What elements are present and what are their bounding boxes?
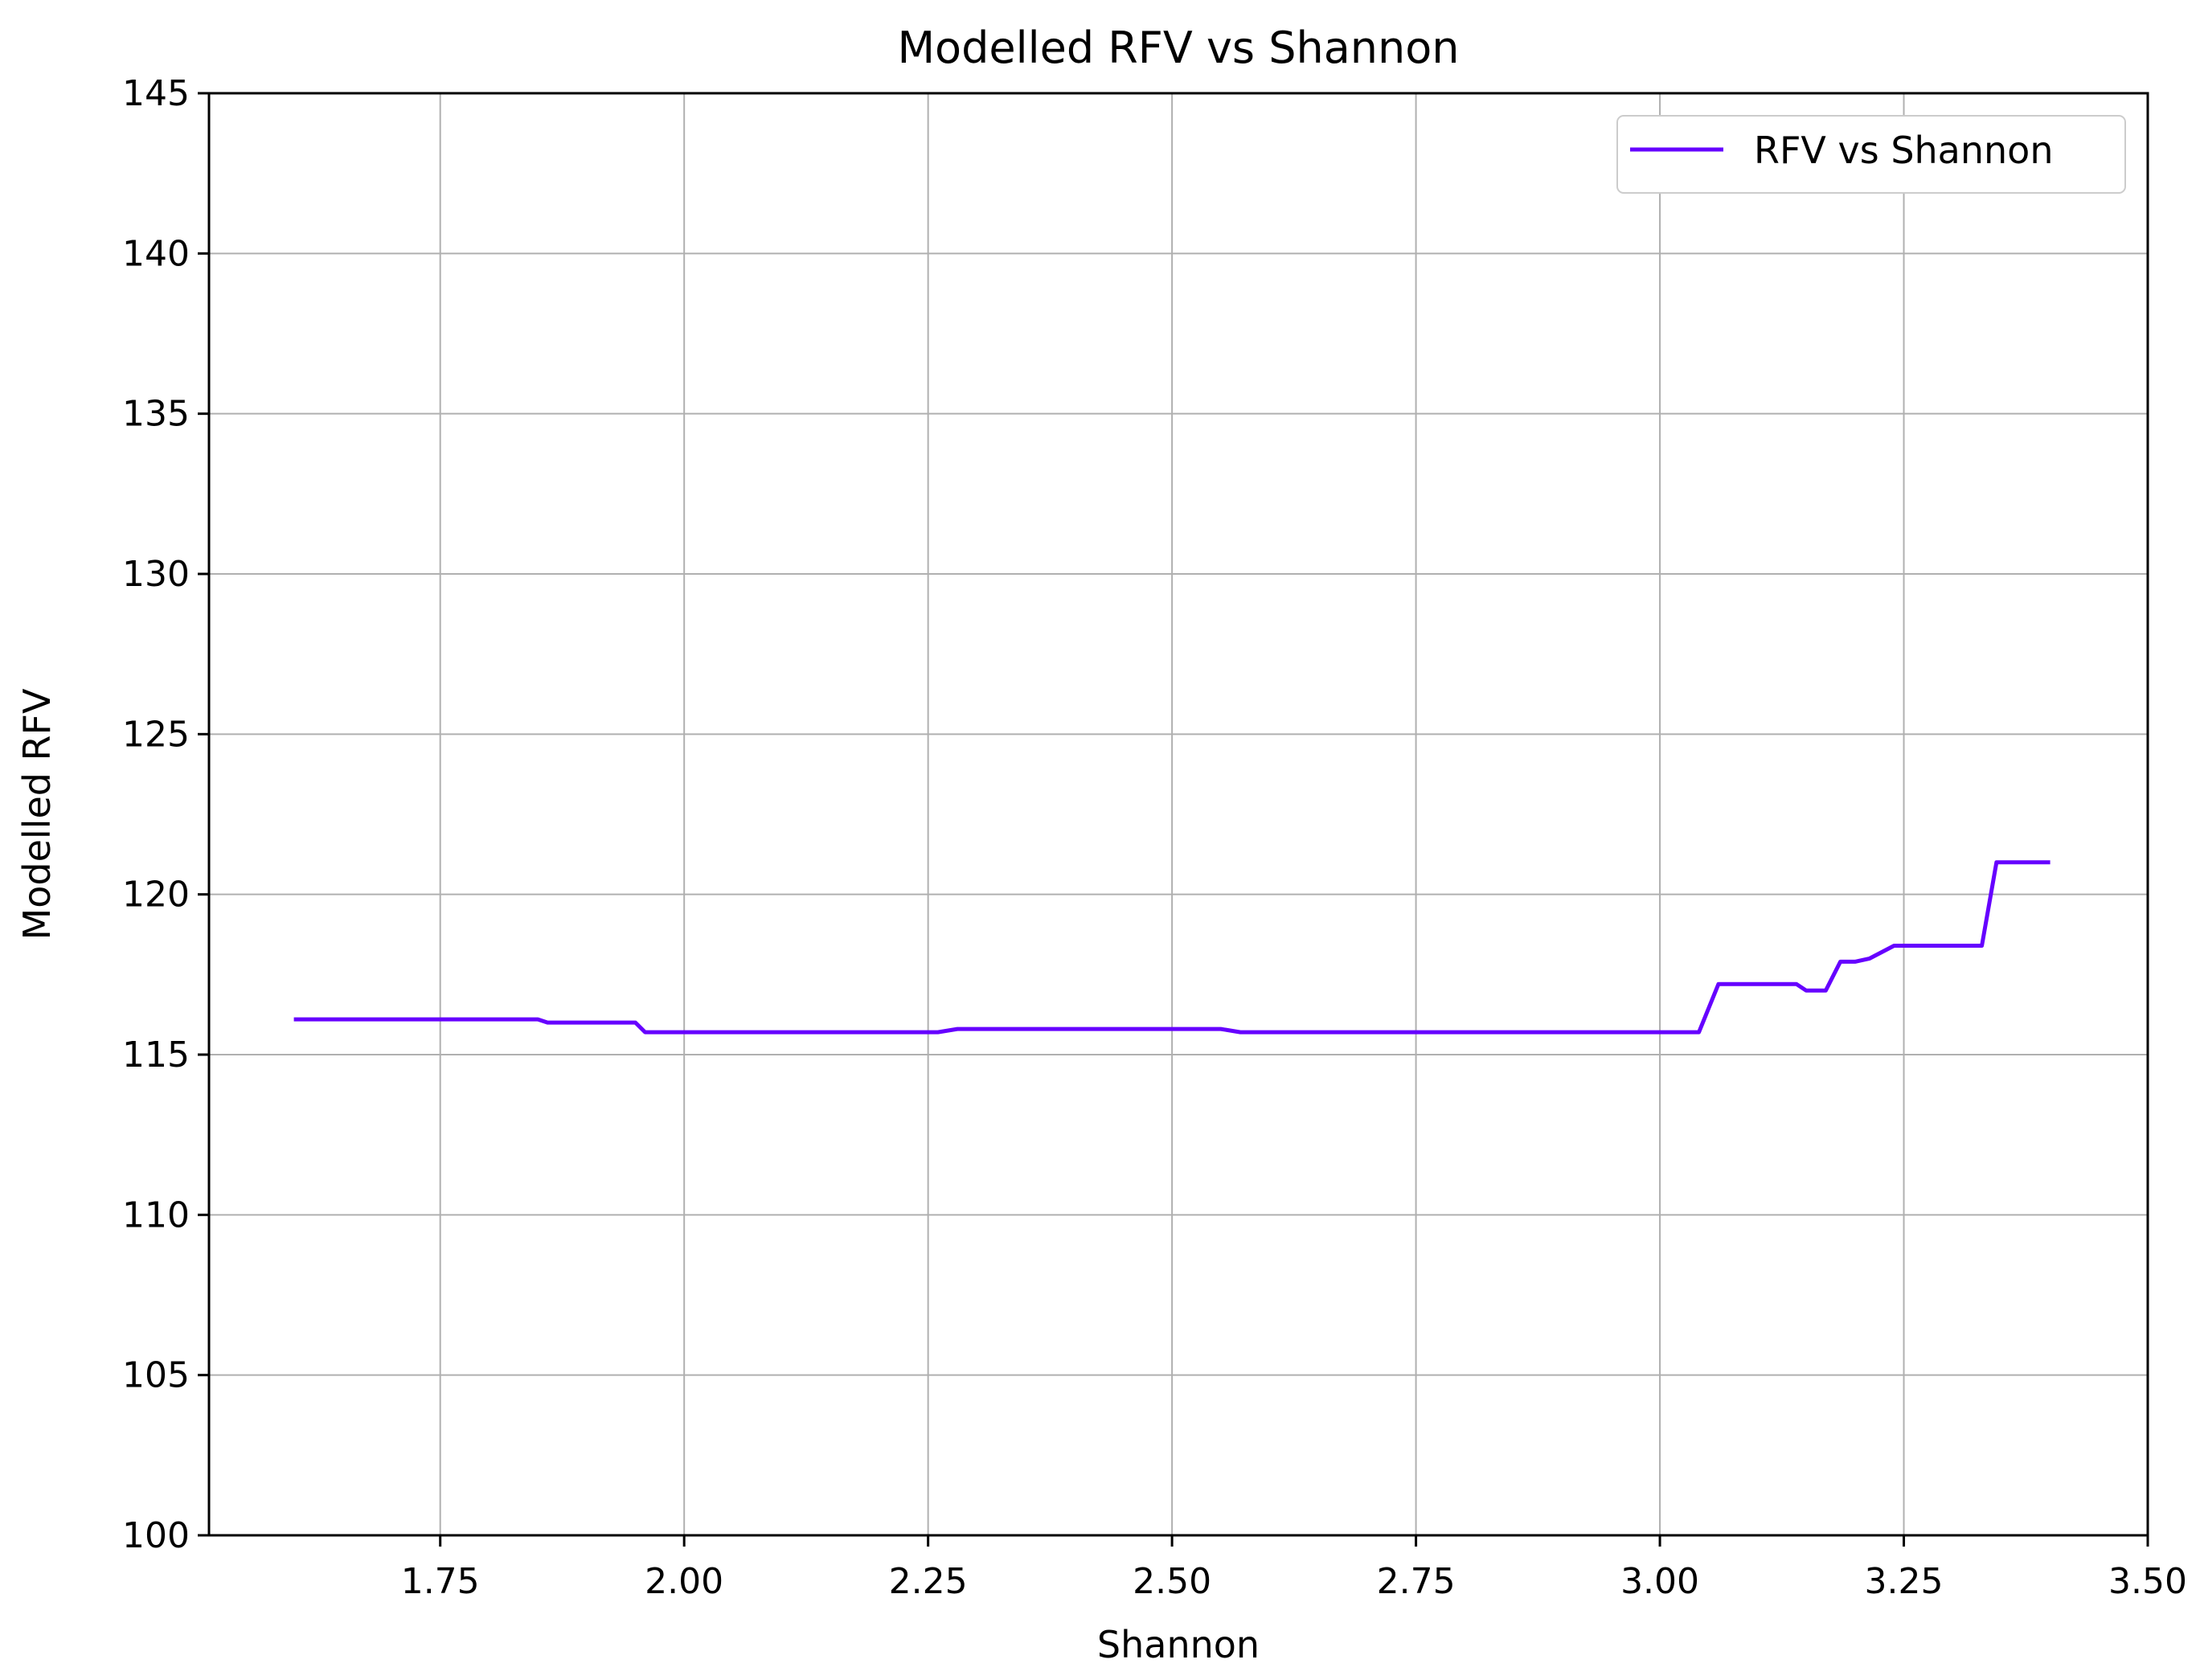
y-tick-label: 100	[122, 1515, 190, 1556]
y-axis-label: Modelled RFV	[15, 688, 59, 940]
x-tick-label: 2.00	[645, 1561, 723, 1602]
x-axis-ticks: 1.75 2.00 2.25 2.50 2.75 3.00 3.25 3.50	[401, 1535, 2187, 1602]
y-axis-ticks: 100 105 110 115 120 125 130 135 140 145	[122, 73, 209, 1556]
y-tick-label: 135	[122, 394, 190, 435]
x-tick-label: 3.25	[1865, 1561, 1944, 1602]
x-tick-label: 2.25	[889, 1561, 968, 1602]
y-tick-label: 140	[122, 233, 190, 274]
x-axis-label: Shannon	[1097, 1623, 1260, 1666]
legend-box	[1616, 115, 2126, 194]
chart-title: Modelled RFV vs Shannon	[897, 23, 1459, 73]
y-tick-label: 130	[122, 554, 190, 595]
series-layer	[293, 860, 2050, 1035]
series-line-rfv-vs-shannon	[293, 860, 2050, 1035]
y-tick-label: 120	[122, 875, 190, 916]
x-tick-label: 1.75	[401, 1561, 480, 1602]
y-tick-label: 110	[122, 1194, 190, 1235]
plot-frame	[207, 92, 2149, 1537]
x-tick-label: 3.00	[1620, 1561, 1699, 1602]
y-tick-label: 125	[122, 714, 190, 755]
y-tick-label: 105	[122, 1355, 190, 1396]
x-tick-label: 3.50	[2108, 1561, 2187, 1602]
x-tick-label: 2.50	[1133, 1561, 1211, 1602]
legend-label-rfv-vs-shannon: RFV vs Shannon	[1754, 129, 2053, 172]
x-tick-label: 2.75	[1377, 1561, 1456, 1602]
y-tick-label: 145	[122, 73, 190, 114]
y-tick-label: 115	[122, 1035, 190, 1076]
legend: RFV vs Shannon	[1616, 115, 2126, 194]
